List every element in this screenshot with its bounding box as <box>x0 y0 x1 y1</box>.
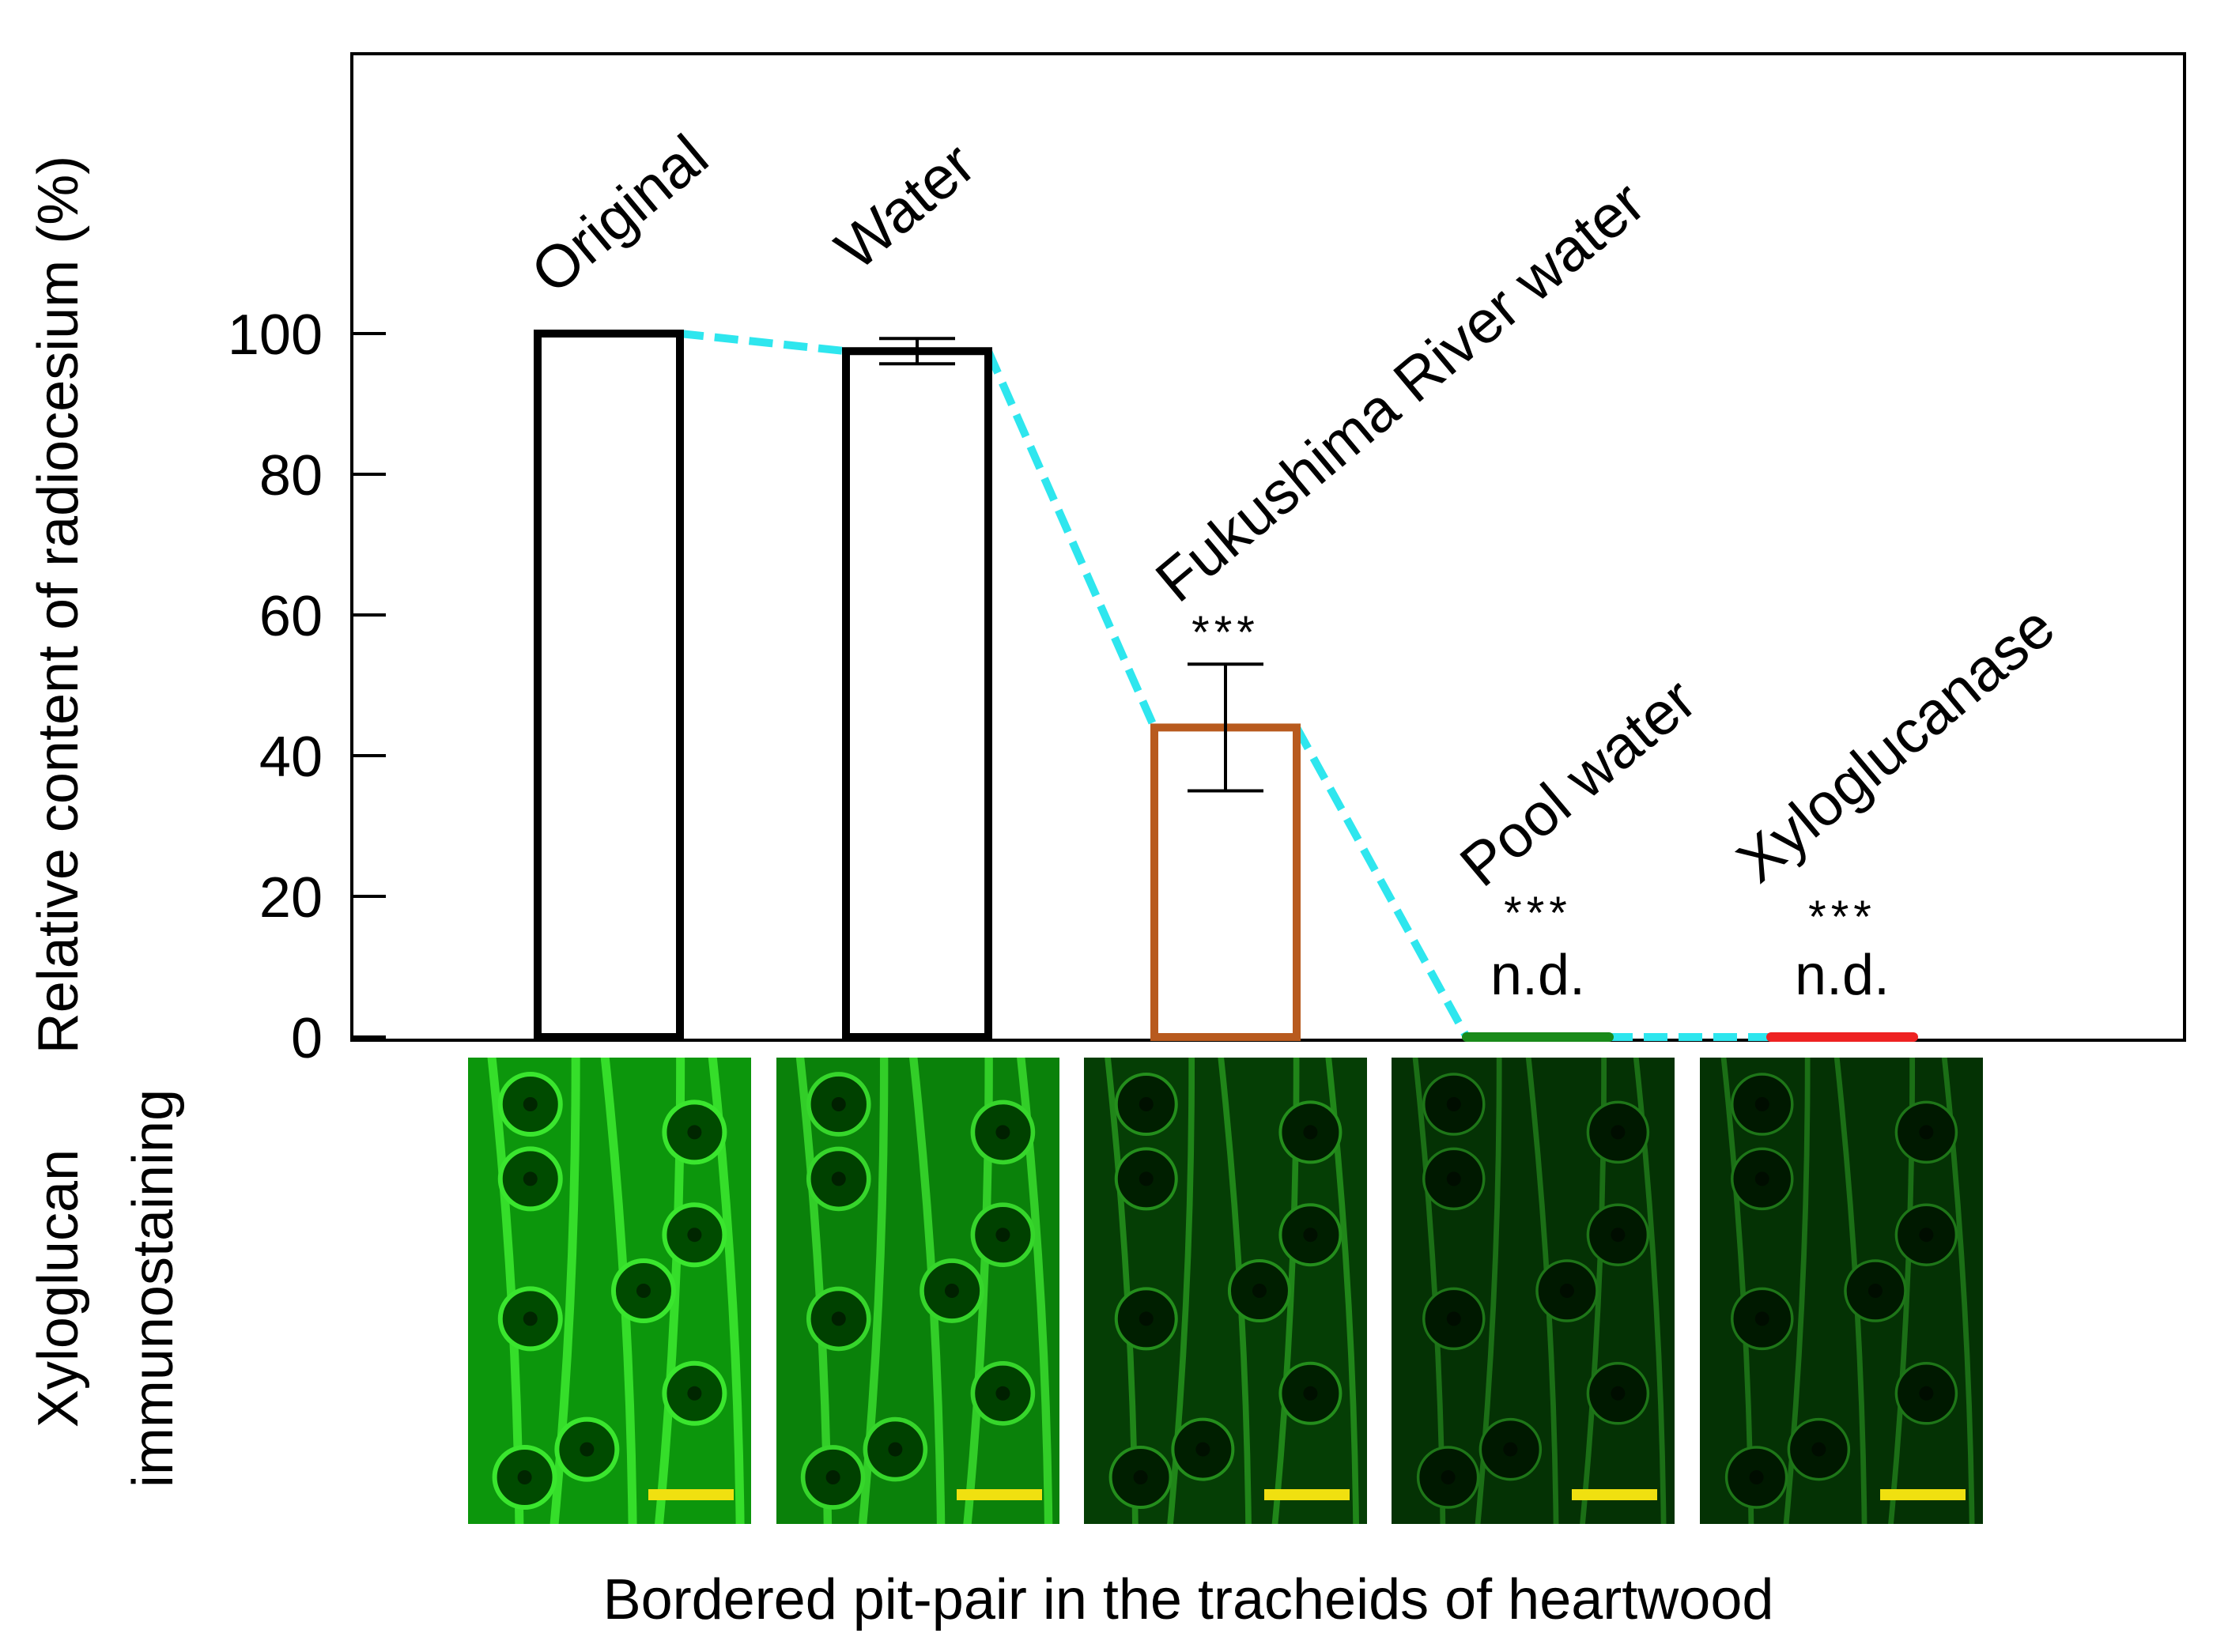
scale-bar <box>648 1489 734 1500</box>
category-label: Original <box>519 123 720 307</box>
trend-segment <box>1293 725 1471 1039</box>
value-label: n.d. <box>1795 944 1890 1007</box>
micrograph-panel-3 <box>1392 1058 1675 1524</box>
annotations: ****** ***n.d. n.d. <box>1191 607 1890 1007</box>
scale-bar <box>1572 1489 1657 1500</box>
y-tick-label: 80 <box>259 444 323 507</box>
y-tick-label: 100 <box>228 304 323 367</box>
micrograph-panels <box>468 1058 1983 1524</box>
x-axis-title: Bordered pit-pair in the tracheids of he… <box>603 1568 1774 1631</box>
micrograph-panel-2 <box>1084 1058 1367 1524</box>
significance-marker: *** <box>1504 888 1572 939</box>
category-label: Fukushima River water <box>1143 168 1657 615</box>
error-bar-1 <box>879 337 955 366</box>
significance-marker: *** <box>1191 607 1259 658</box>
bar-0 <box>534 330 684 1041</box>
trend-segment <box>984 349 1158 730</box>
value-label: n.d. <box>1490 944 1585 1007</box>
category-label: Water <box>823 130 988 283</box>
category-label: Xyloglucanase <box>1724 593 2067 896</box>
scale-bar <box>1880 1489 1966 1500</box>
image-row-label-line-2: immunostaining <box>122 1089 185 1488</box>
y-axis-ticks: 0 20 40 60 80 100 <box>228 304 386 1070</box>
scale-bar <box>1264 1489 1350 1500</box>
micrograph-panel-0 <box>468 1058 751 1524</box>
y-tick-label: 40 <box>259 726 323 789</box>
error-bar-2 <box>1188 662 1263 793</box>
micrograph-panel-1 <box>776 1058 1059 1524</box>
trend-segment <box>679 330 847 356</box>
y-tick-label: 0 <box>291 1007 323 1070</box>
error-bars <box>879 337 1263 793</box>
y-tick-label: 60 <box>259 585 323 648</box>
bars <box>534 330 1918 1042</box>
y-tick-label: 20 <box>259 866 323 930</box>
y-axis-title: Relative content of radiocesium (%) <box>27 156 90 1054</box>
trend-line <box>679 330 1771 1041</box>
category-label: Pool water <box>1448 666 1709 900</box>
significance-marker: *** <box>1808 892 1876 943</box>
micrograph-panel-4 <box>1700 1058 1983 1524</box>
bar-1 <box>842 347 992 1041</box>
scale-bar <box>957 1489 1042 1500</box>
image-row-label-line-1: Xyloglucan <box>27 1149 90 1428</box>
